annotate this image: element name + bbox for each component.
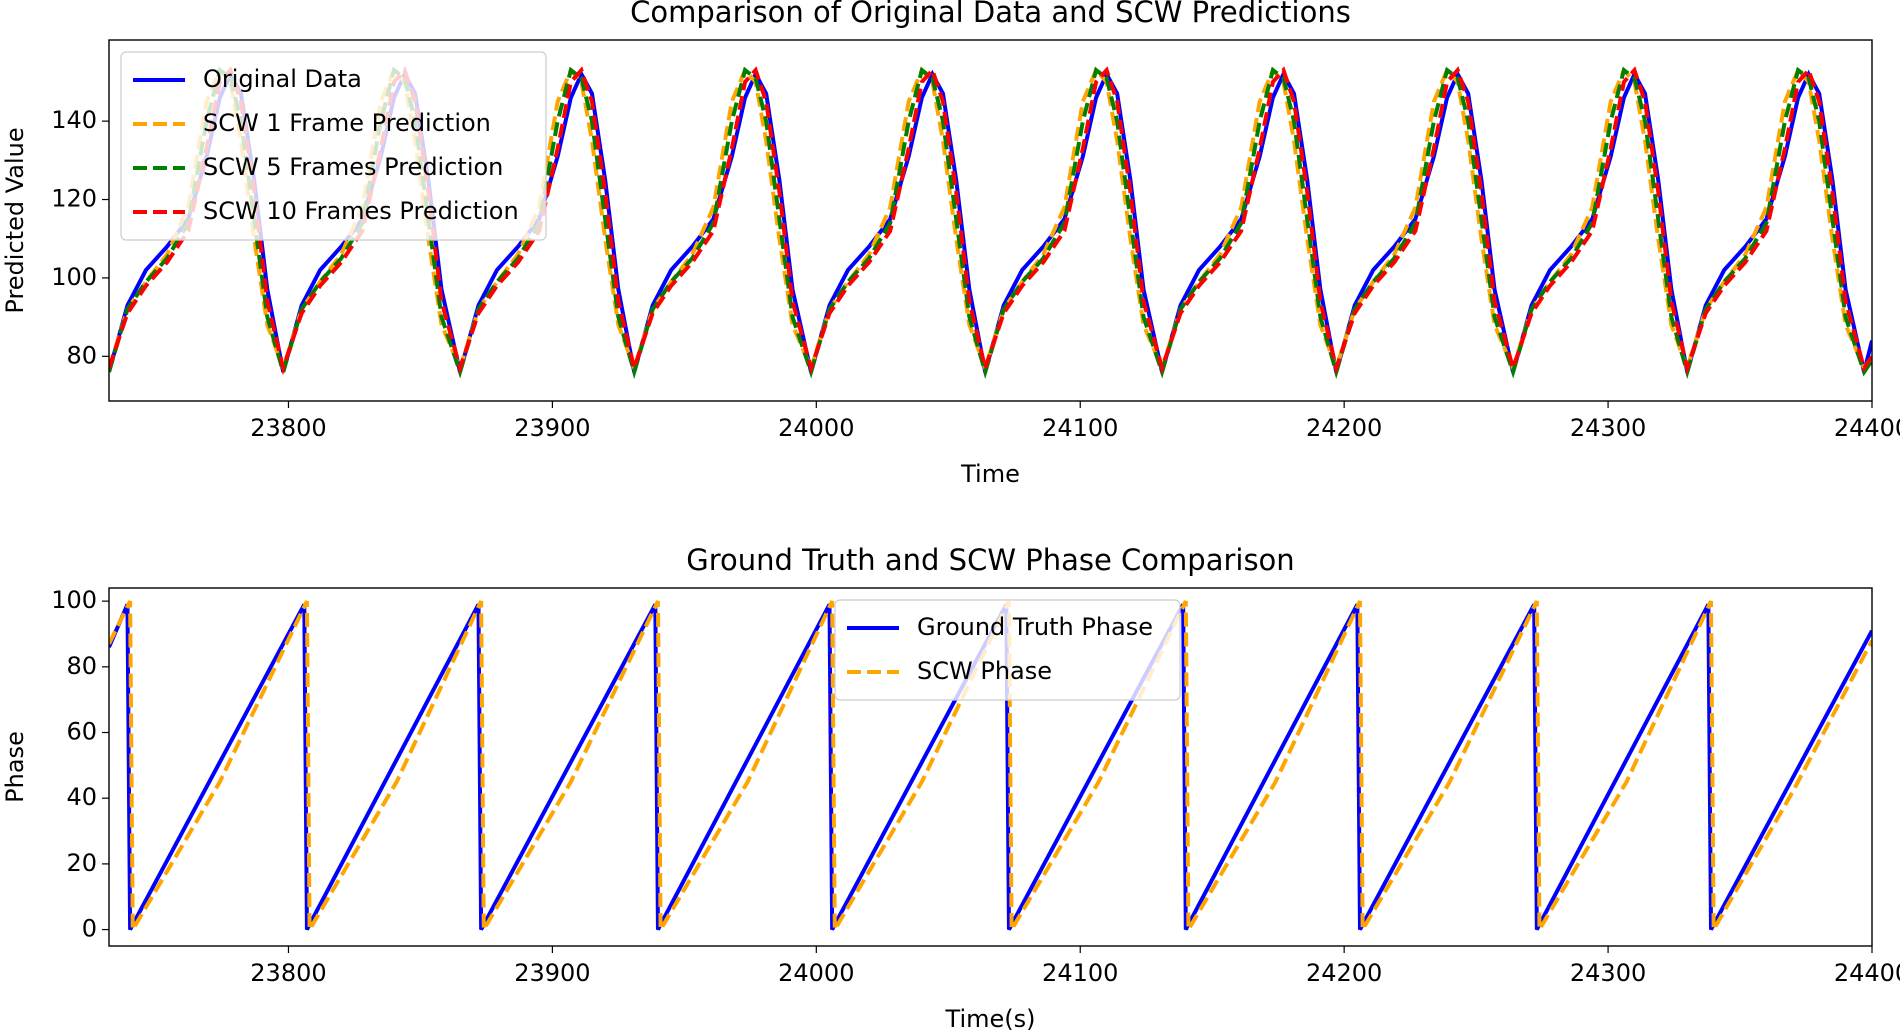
x-tick-label: 23800 bbox=[250, 959, 326, 987]
x-tick-label: 24100 bbox=[1042, 959, 1118, 987]
legend-label: SCW 1 Frame Prediction bbox=[203, 109, 491, 137]
x-axis-label: Time bbox=[960, 460, 1020, 488]
x-tick-label: 24300 bbox=[1570, 414, 1646, 442]
chart-title: Comparison of Original Data and SCW Pred… bbox=[630, 0, 1351, 29]
x-axis-label: Time(s) bbox=[945, 1005, 1036, 1033]
x-tick-label: 24300 bbox=[1570, 959, 1646, 987]
series-line bbox=[109, 603, 1872, 931]
x-tick-label: 24000 bbox=[778, 959, 854, 987]
axes-frame bbox=[108, 39, 1873, 402]
legend-label: SCW 5 Frames Prediction bbox=[203, 153, 503, 181]
x-tick-label: 23800 bbox=[250, 414, 326, 442]
subplot: Comparison of Original Data and SCW Pred… bbox=[1, 0, 1900, 488]
y-tick-label: 100 bbox=[51, 586, 97, 614]
legend: Ground Truth Phase SCW Phase bbox=[834, 599, 1181, 701]
y-tick-label: 40 bbox=[66, 783, 97, 811]
y-axis-label: Phase bbox=[1, 731, 29, 803]
chart-title: Ground Truth and SCW Phase Comparison bbox=[686, 543, 1294, 577]
y-tick-label: 80 bbox=[66, 652, 97, 680]
series-line bbox=[109, 66, 1872, 376]
legend-label: SCW 10 Frames Prediction bbox=[203, 197, 519, 225]
legend-label: Original Data bbox=[203, 65, 362, 93]
x-tick-label: 24100 bbox=[1042, 414, 1118, 442]
legend-label: Ground Truth Phase bbox=[917, 613, 1153, 641]
axes-frame bbox=[108, 587, 1873, 947]
legend: Original Data SCW 1 Frame Prediction SCW 5… bbox=[120, 51, 547, 241]
y-tick-label: 140 bbox=[51, 106, 97, 134]
y-tick-label: 80 bbox=[66, 341, 97, 369]
y-tick-label: 0 bbox=[82, 915, 97, 943]
legend-box bbox=[834, 599, 1181, 701]
legend-label: SCW Phase bbox=[917, 657, 1052, 685]
y-tick-label: 120 bbox=[51, 185, 97, 213]
x-tick-label: 23900 bbox=[514, 414, 590, 442]
x-tick-label: 24200 bbox=[1306, 414, 1382, 442]
legend-box bbox=[120, 51, 547, 241]
x-tick-label: 24000 bbox=[778, 414, 854, 442]
y-tick-label: 20 bbox=[66, 849, 97, 877]
y-tick-label: 60 bbox=[66, 718, 97, 746]
subplot: Ground Truth and SCW Phase Comparison Tim… bbox=[1, 543, 1900, 1033]
x-tick-label: 23900 bbox=[514, 959, 590, 987]
x-tick-label: 24200 bbox=[1306, 959, 1382, 987]
y-tick-label: 100 bbox=[51, 263, 97, 291]
y-axis-label: Predicted Value bbox=[1, 127, 29, 313]
